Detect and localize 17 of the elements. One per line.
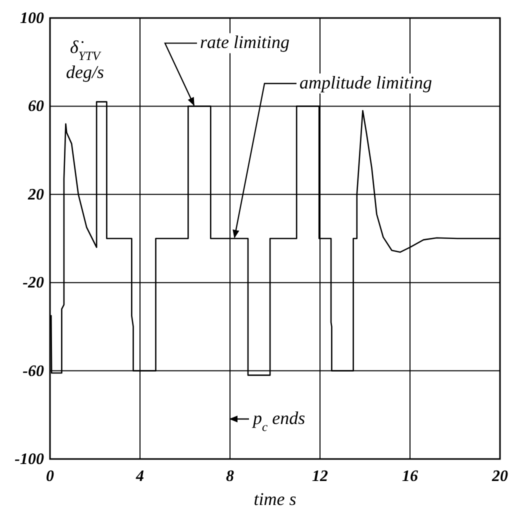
- y-tick-label: 60: [28, 98, 44, 116]
- y-tick-label: -100: [14, 451, 44, 468]
- x-tick-label: 4: [135, 468, 144, 485]
- x-axis-title: time s: [254, 489, 296, 509]
- x-tick-label: 20: [491, 468, 508, 485]
- x-tick-label: 8: [226, 468, 234, 485]
- x-tick-label: 12: [312, 468, 328, 485]
- annotation: amplitude limiting: [300, 72, 432, 92]
- y-tick-label: 20: [27, 186, 44, 204]
- y-tick-label: 100: [20, 10, 44, 27]
- x-tick-label: 16: [402, 468, 418, 485]
- x-tick-label: 0: [46, 468, 54, 485]
- y-axis-title: δ̇$_{YTV}$ deg/s: [66, 37, 104, 82]
- annotation: rate limiting: [200, 32, 290, 52]
- annotation: p$_{c}$ ends: [251, 408, 306, 434]
- y-tick-label: -20: [22, 274, 44, 292]
- y-tick-label: -60: [22, 362, 44, 380]
